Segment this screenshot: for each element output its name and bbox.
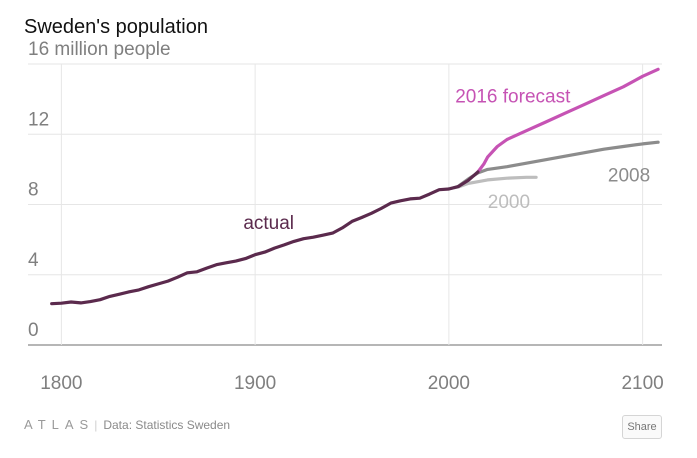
y-tick-label: 8 <box>28 180 39 201</box>
chart-title: Sweden's population <box>24 16 208 38</box>
grid <box>28 63 662 346</box>
series-label-actual: actual <box>243 213 294 234</box>
share-button[interactable]: Share <box>622 415 662 439</box>
atlas-logo[interactable]: ATLAS <box>24 417 95 432</box>
series-label-forecast2000: 2000 <box>488 192 530 213</box>
y-tick-label: 0 <box>28 320 39 341</box>
y-tick-label: 4 <box>28 250 39 271</box>
x-tick-label: 2000 <box>428 373 470 394</box>
footer: ATLAS | Data: Statistics Sweden <box>24 417 230 432</box>
series-label-forecast2008: 2008 <box>608 166 650 187</box>
series-line-forecast2016 <box>476 67 660 174</box>
axis-ticks: 0 4 8 12 16 million people 1800 1900 2000 2100 <box>28 39 664 394</box>
data-source: Data: Statistics Sweden <box>103 417 231 432</box>
footer-separator: | <box>94 417 98 432</box>
x-tick-label: 1800 <box>40 373 82 394</box>
series-lines <box>50 67 660 306</box>
x-tick-label: 2100 <box>621 373 663 394</box>
population-chart: 0 4 8 12 16 million people 1800 1900 2000 2100 a… <box>28 39 664 394</box>
series-labels: actual 2016 forecast 2008 2000 <box>243 87 650 234</box>
x-tick-label: 1900 <box>234 373 276 394</box>
y-tick-label: 12 <box>28 109 49 130</box>
series-label-forecast2016: 2016 forecast <box>455 87 571 108</box>
y-tick-label: 16 million people <box>28 39 171 60</box>
series-line-actual <box>50 170 480 306</box>
